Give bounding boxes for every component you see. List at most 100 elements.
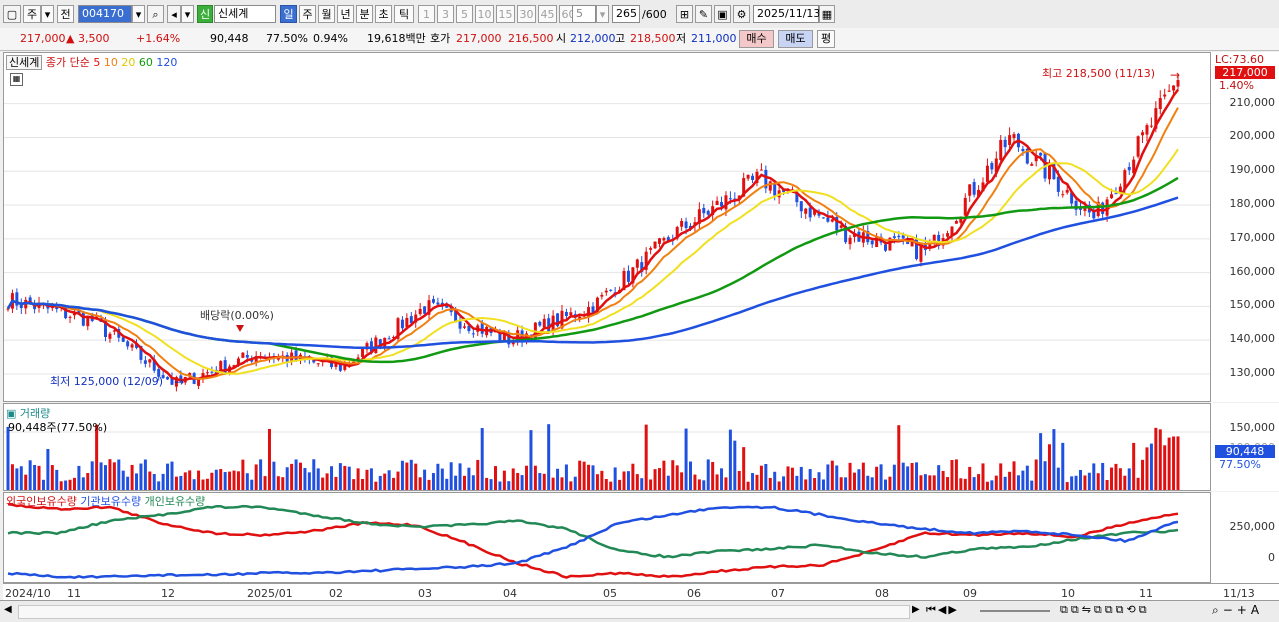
candle-body (768, 181, 772, 191)
volume-bar (662, 460, 666, 490)
volume-value: 90,448 (210, 32, 249, 45)
candle-body (937, 234, 941, 247)
count-input[interactable]: 265 (612, 5, 640, 23)
volume-bar (755, 474, 759, 490)
speaker-dropdown-icon[interactable]: ▾ (181, 5, 194, 23)
settings-grid-icon[interactable]: ⊞ (676, 5, 693, 23)
stock-name-field[interactable]: 신세계 (214, 5, 276, 23)
calendar-icon[interactable]: ▦ (819, 5, 835, 23)
volume-bar (861, 462, 865, 490)
market-select[interactable]: 주 (23, 5, 41, 23)
volume-bar (338, 463, 342, 490)
volume-bar (507, 481, 511, 490)
volume-bar (702, 480, 706, 490)
min-10[interactable]: 10 (475, 5, 494, 23)
candle-body (1092, 211, 1096, 219)
price-chart-panel[interactable]: → → 신세계 종가 단순 5 10 20 60 120 ▦ 최고 218,500… (3, 52, 1211, 402)
zoom-icons[interactable]: ⌕−+A (1212, 603, 1264, 617)
candle-body (219, 361, 223, 373)
period-second[interactable]: 초 (375, 5, 392, 23)
eval-button[interactable]: 평 (817, 30, 835, 48)
candle-body (135, 343, 139, 348)
candle-body (684, 221, 688, 229)
gear-icon[interactable]: ⚙ (733, 5, 750, 23)
volume-bar (844, 477, 848, 490)
min-3[interactable]: 3 (437, 5, 454, 23)
volume-bar (15, 468, 19, 490)
sell-button[interactable]: 매도 (778, 30, 813, 48)
foreign-holding-line (7, 503, 1179, 579)
min-1[interactable]: 1 (418, 5, 435, 23)
volume-bar (232, 470, 236, 490)
date-input[interactable]: 2025/11/13 (753, 5, 820, 23)
volume-bar (1110, 467, 1114, 490)
volume-bar (826, 464, 830, 490)
period-month[interactable]: 월 (318, 5, 335, 23)
stock-code-input[interactable]: 004170 (78, 5, 132, 23)
candle-body (640, 262, 644, 272)
price-info-bar: 217,000 ▲ 3,500 +1.64% 90,448 77.50% 0.9… (0, 28, 1279, 51)
volume-bar (1083, 475, 1087, 490)
zoom-slider[interactable] (980, 610, 1050, 612)
x-tick-label: 06 (687, 587, 701, 600)
candle-body (848, 237, 852, 245)
ma-5-line (6, 89, 1179, 382)
scroll-right-icon[interactable]: ▶ (912, 604, 920, 615)
scrollbar-track[interactable] (18, 605, 910, 619)
min-30[interactable]: 30 (517, 5, 536, 23)
candle-body (378, 339, 382, 347)
code-dropdown-icon[interactable]: ▾ (132, 5, 145, 23)
candle-body (498, 332, 502, 341)
search-icon[interactable]: ⌕ (147, 5, 164, 23)
volume-bar (932, 475, 936, 490)
candle-body (990, 163, 994, 170)
period-day[interactable]: 일 (280, 5, 297, 23)
market-dropdown-icon[interactable]: ▾ (41, 5, 54, 23)
window-icon[interactable]: ▢ (3, 5, 21, 23)
candle-body (316, 363, 320, 365)
min-5[interactable]: 5 (456, 5, 473, 23)
volume-bar (161, 473, 165, 490)
min-45[interactable]: 45 (538, 5, 557, 23)
period-week[interactable]: 주 (299, 5, 316, 23)
draw-tool-icon[interactable]: ✎ (695, 5, 712, 23)
volume-bar (675, 465, 679, 490)
candle-body (502, 331, 506, 342)
candle-body (587, 307, 591, 317)
volume-bar (968, 466, 972, 490)
unit-input[interactable]: 5 (572, 5, 596, 23)
holding-panel[interactable]: 외국인보유수량 기관보유수량 개인보유수량 (3, 492, 1211, 583)
save-icon[interactable]: ▣ (714, 5, 731, 23)
candle-body (799, 201, 803, 212)
volume-bar (316, 468, 320, 490)
candle-body (901, 235, 905, 239)
period-tick[interactable]: 틱 (394, 5, 414, 23)
period-minute[interactable]: 분 (356, 5, 373, 23)
low-label: 저 (676, 32, 687, 45)
unit-dropdown-icon[interactable]: ▾ (596, 5, 609, 23)
volume-bar (90, 461, 94, 490)
candle-body (968, 184, 972, 196)
scroll-left-icon[interactable]: ◀ (4, 604, 12, 615)
period-year[interactable]: 년 (337, 5, 354, 23)
chart-stock-name[interactable]: 신세계 (6, 55, 43, 70)
candle-body (542, 318, 546, 328)
volume-bar (77, 465, 81, 490)
table-icon[interactable]: ▦ (10, 73, 23, 86)
volume-bar (1127, 468, 1131, 490)
nav-controls-icon[interactable]: ⏮◀▶ (926, 603, 959, 616)
candle-body (977, 189, 981, 197)
volume-bar (915, 462, 919, 490)
volume-bar (104, 465, 107, 490)
speaker-icon[interactable]: ◂ (167, 5, 181, 23)
open-price: 212,000 (570, 32, 616, 45)
candle-body (507, 332, 511, 345)
candle-body (467, 325, 471, 332)
prev-button[interactable]: 전 (57, 5, 74, 23)
min-15[interactable]: 15 (496, 5, 515, 23)
volume-panel[interactable]: ▣ 거래량 90,448주(77.50%) (3, 403, 1211, 491)
buy-button[interactable]: 매수 (739, 30, 774, 48)
candle-body (387, 338, 391, 340)
candle-body (28, 297, 32, 305)
tool-icons[interactable]: ⧉⧉⇋⧉⧉⧉⟲⧉ (1060, 603, 1150, 616)
